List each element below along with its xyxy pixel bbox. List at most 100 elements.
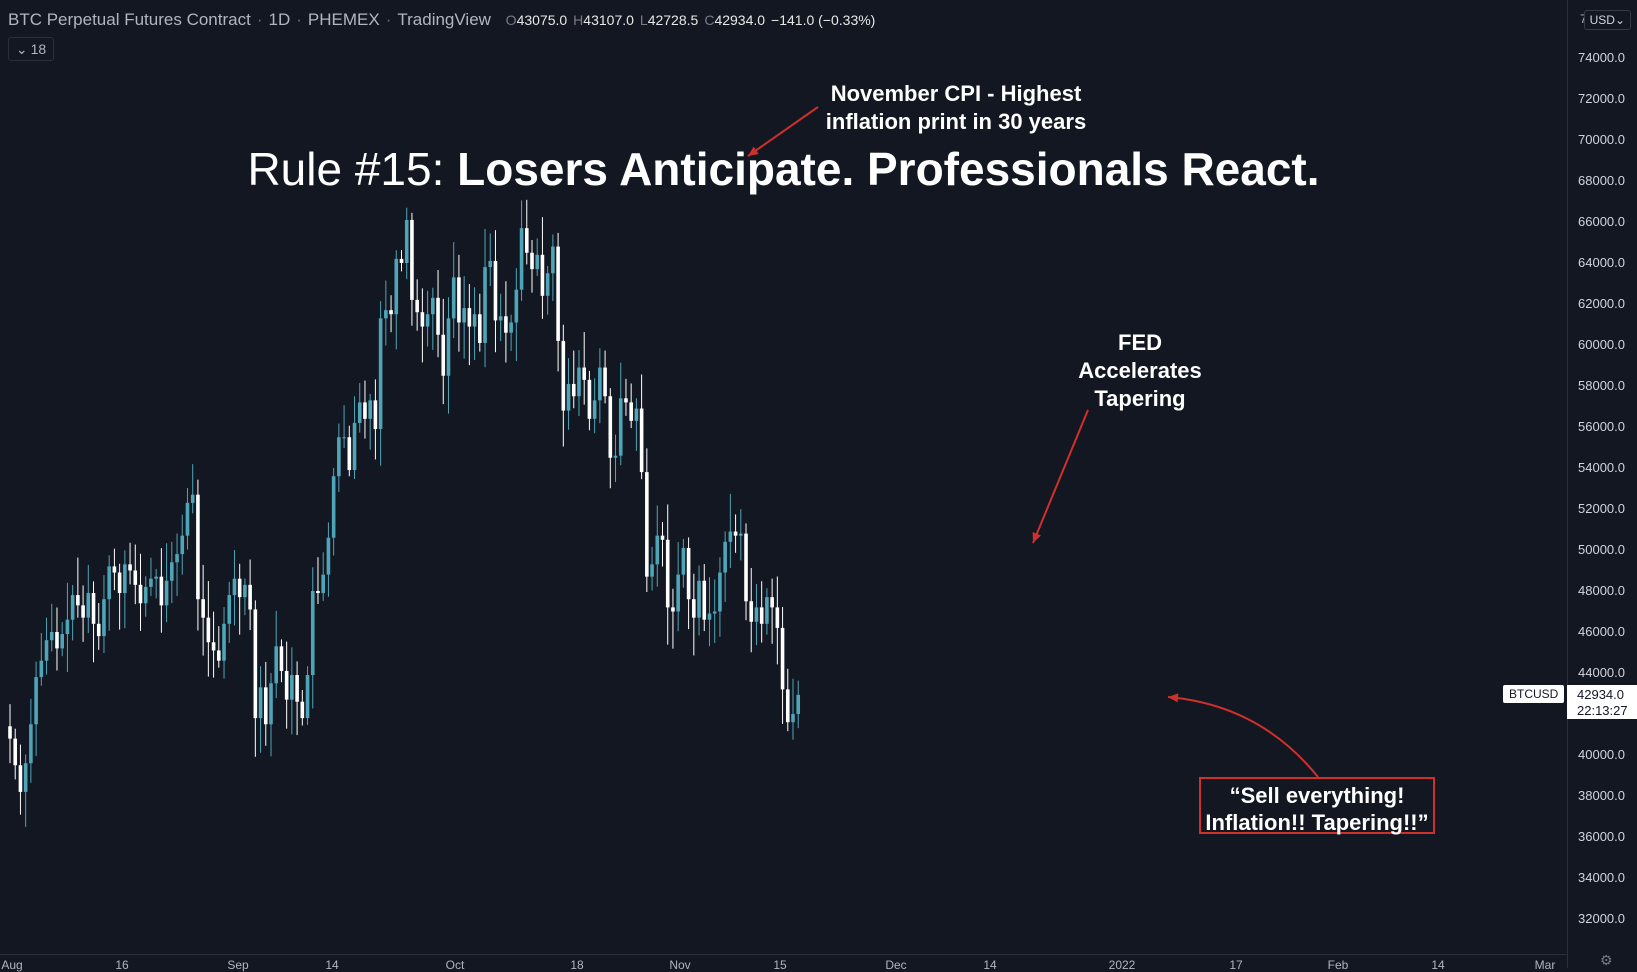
interval[interactable]: 1D (268, 10, 291, 29)
candle-body (749, 601, 754, 622)
candle-body (608, 396, 613, 458)
indicators-toggle-button[interactable]: ⌄ 18 (8, 37, 54, 61)
price-axis-label: 52000.0 (1578, 501, 1625, 516)
candle-body (342, 437, 346, 439)
rule-title: Rule #15: Losers Anticipate. Professiona… (0, 142, 1567, 196)
price-axis-label: 68000.0 (1578, 173, 1625, 188)
candle-body (143, 586, 148, 604)
candle-body (556, 246, 560, 341)
candle-body (425, 314, 430, 327)
open-value: 43075.0 (516, 12, 568, 28)
annotation-arrow (747, 106, 819, 157)
candle-body (123, 564, 127, 594)
candle-body (785, 689, 790, 723)
candle-body (70, 595, 75, 620)
candle-body (655, 535, 660, 565)
time-axis-label: Mar (1534, 958, 1556, 972)
time-axis-divider (0, 954, 1567, 955)
candle-body (170, 562, 174, 581)
candle-body (243, 584, 247, 598)
candle-body (81, 605, 85, 618)
candle-body (363, 402, 367, 419)
price-axis-label: 38000.0 (1578, 788, 1625, 803)
gear-icon[interactable]: ⚙ (1600, 952, 1613, 968)
candle-body (8, 726, 12, 739)
bar-countdown: 22:13:27 (1577, 703, 1628, 718)
candle-body (18, 765, 23, 792)
candle-body (206, 617, 211, 643)
high-value: 43107.0 (583, 12, 634, 28)
candle-body (524, 228, 529, 253)
candle-body (603, 367, 607, 397)
candle-body (634, 408, 639, 421)
candle-body (76, 595, 80, 606)
candle-body (765, 597, 769, 624)
candle-body (316, 591, 320, 594)
annotation-arrow (1167, 696, 1319, 778)
candle-body (185, 502, 190, 536)
time-axis-label: Feb (1327, 958, 1349, 972)
candle-body (629, 402, 633, 421)
candle-body (514, 289, 519, 323)
candle-body (754, 607, 759, 622)
candle-body (671, 607, 675, 612)
arrowhead (1168, 693, 1179, 703)
candle-body (300, 701, 305, 719)
candle-body (775, 607, 780, 628)
last-price-value: 42934.0 (1577, 687, 1624, 702)
time-axis-label: Nov (669, 958, 691, 972)
candle-body (770, 597, 774, 608)
candle-body (566, 383, 571, 411)
symbol-header[interactable]: BTC Perpetual Futures Contract · 1D · PHEMEX… (8, 10, 881, 30)
price-axis-label: 44000.0 (1578, 665, 1625, 680)
candle-body (728, 531, 733, 542)
candle-body (373, 400, 378, 430)
candle-body (263, 687, 268, 725)
candle-body (493, 260, 498, 321)
time-axis-label: 15 (773, 958, 787, 972)
candle-body (284, 670, 289, 700)
price-axis-label: 60000.0 (1578, 337, 1625, 352)
candle-body (258, 687, 263, 719)
candle-body (347, 437, 352, 471)
candle-body (279, 646, 284, 671)
candle-body (530, 252, 534, 270)
candle-body (420, 312, 425, 327)
candle-body (164, 580, 169, 606)
price-axis-label: 62000.0 (1578, 296, 1625, 311)
candle-body (337, 437, 341, 477)
price-axis-label: 64000.0 (1578, 255, 1625, 270)
candle-body (431, 297, 435, 315)
candle-body (175, 554, 179, 563)
candle-body (582, 367, 586, 380)
candle-body (613, 455, 618, 458)
candle-body (478, 314, 482, 343)
candle-body (451, 277, 456, 319)
chevron-down-icon: ⌄ (15, 40, 28, 57)
candle-body (117, 572, 122, 594)
price-axis-label: 34000.0 (1578, 870, 1625, 885)
candle-body (796, 694, 801, 714)
symbol-name[interactable]: BTC Perpetual Futures Contract (8, 10, 251, 29)
candle-body (545, 273, 550, 296)
time-axis-label: 2022 (1108, 958, 1136, 972)
candle-body (227, 595, 232, 624)
candle-body (253, 609, 258, 719)
candle-body (331, 476, 336, 538)
candle-body (290, 675, 294, 700)
candle-body (39, 660, 44, 678)
indicator-count: 18 (30, 41, 47, 57)
candle-body (368, 400, 372, 419)
candle-body (780, 627, 785, 690)
price-axis-label: 48000.0 (1578, 583, 1625, 598)
candle-body (441, 334, 446, 376)
time-axis-label: Sep (227, 958, 249, 972)
candle-body (295, 675, 299, 702)
candle-body (222, 623, 226, 661)
candle-body (389, 310, 393, 315)
time-axis-label: Oct (445, 958, 465, 972)
candle-body (237, 578, 242, 598)
candle-body (410, 219, 414, 300)
currency-select[interactable]: USD⌄ (1583, 10, 1631, 30)
